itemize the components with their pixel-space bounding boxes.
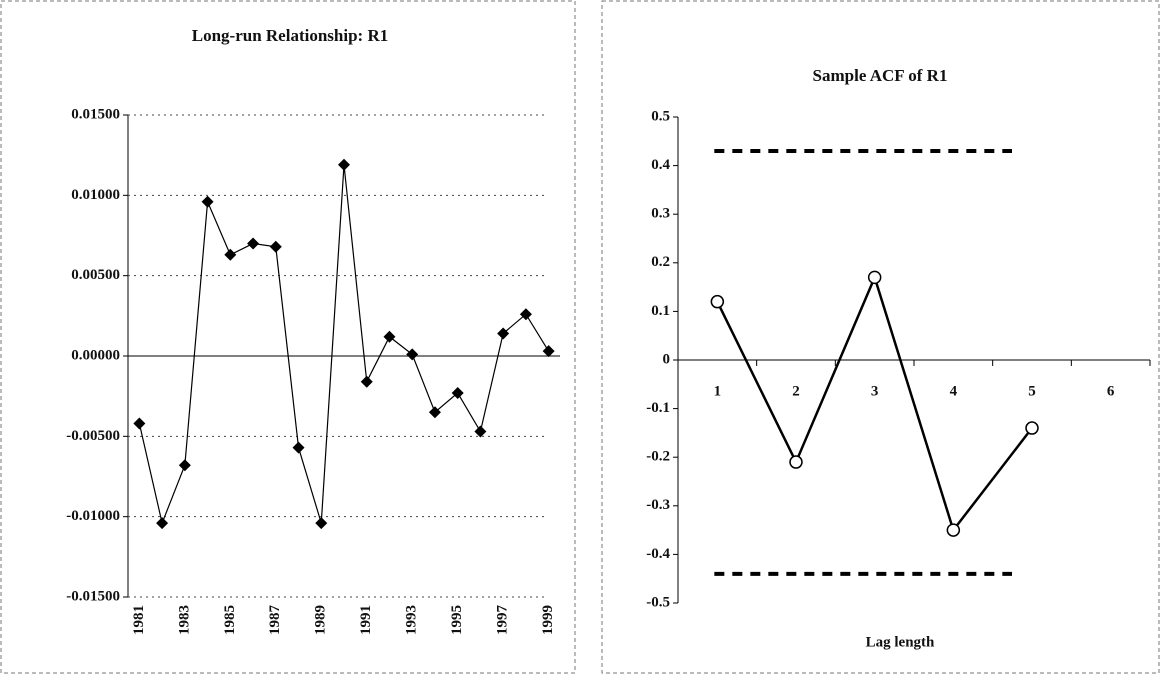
marker [1025, 421, 1039, 435]
y-tick-label: -0.1 [646, 400, 670, 416]
y-tick-label: -0.00500 [66, 428, 120, 444]
marker [201, 195, 214, 208]
marker [519, 308, 532, 321]
marker [710, 294, 725, 309]
y-tick-label: -0.01500 [66, 588, 120, 604]
x-tick-label: 1987 [267, 605, 283, 636]
x-tick-label: 1991 [358, 605, 374, 635]
x-tick-label: 1993 [404, 605, 420, 635]
series-line [716, 273, 1033, 533]
marker [269, 240, 282, 253]
x-tick-label: 5 [1028, 383, 1036, 399]
x-tick-label: 1 [714, 383, 722, 399]
marker [315, 517, 328, 530]
y-tick-label: -0.4 [646, 546, 670, 562]
marker [406, 348, 419, 361]
marker [867, 270, 882, 285]
marker [224, 248, 237, 261]
marker [428, 406, 441, 419]
x-tick-label: 3 [871, 383, 879, 399]
x-tick-label: 1983 [176, 605, 192, 635]
chart-title: Long-run Relationship: R1 [192, 26, 388, 45]
marker [474, 425, 487, 438]
marker [178, 459, 191, 472]
chart-frame [0, 0, 576, 674]
x-tick-label: 4 [950, 383, 958, 399]
series-line [138, 164, 550, 526]
y-tick-label: 0.1 [651, 303, 670, 319]
y-tick-label: -0.5 [646, 594, 670, 610]
x-tick-label: 1989 [313, 605, 329, 635]
x-tick-label: 1995 [449, 605, 465, 635]
marker [542, 345, 555, 358]
marker [789, 455, 803, 469]
marker [156, 517, 169, 530]
marker [451, 386, 464, 399]
y-tick-label: 0.4 [651, 157, 670, 173]
y-tick-label: 0.01000 [71, 187, 120, 203]
x-axis-label: Lag length [866, 634, 935, 650]
y-tick-label: 0.2 [651, 254, 670, 270]
marker [133, 417, 146, 430]
x-tick-label: 1997 [495, 605, 511, 636]
marker [338, 158, 350, 171]
y-tick-label: -0.3 [646, 497, 670, 513]
y-tick-label: 0.00500 [71, 267, 120, 283]
marker [292, 441, 305, 454]
x-tick-label: 1999 [540, 605, 556, 635]
marker [946, 523, 961, 537]
y-tick-label: -0.01000 [66, 508, 120, 524]
y-tick-label: 0.5 [651, 108, 670, 124]
y-tick-label: 0.3 [651, 206, 670, 222]
y-tick-label: 0 [663, 351, 671, 367]
x-tick-label: 2 [792, 383, 800, 399]
x-tick-label: 1981 [131, 605, 147, 635]
marker [360, 375, 373, 388]
chart-title: Sample ACF of R1 [813, 66, 948, 85]
marker [497, 327, 510, 340]
x-tick-label: 6 [1107, 383, 1115, 399]
marker [383, 330, 396, 343]
chart-frame [601, 0, 1160, 674]
y-tick-label: 0.00000 [71, 347, 120, 363]
x-tick-label: 1985 [222, 605, 238, 635]
y-tick-label: -0.2 [646, 449, 670, 465]
marker [247, 237, 260, 250]
y-tick-label: 0.01500 [71, 106, 120, 122]
